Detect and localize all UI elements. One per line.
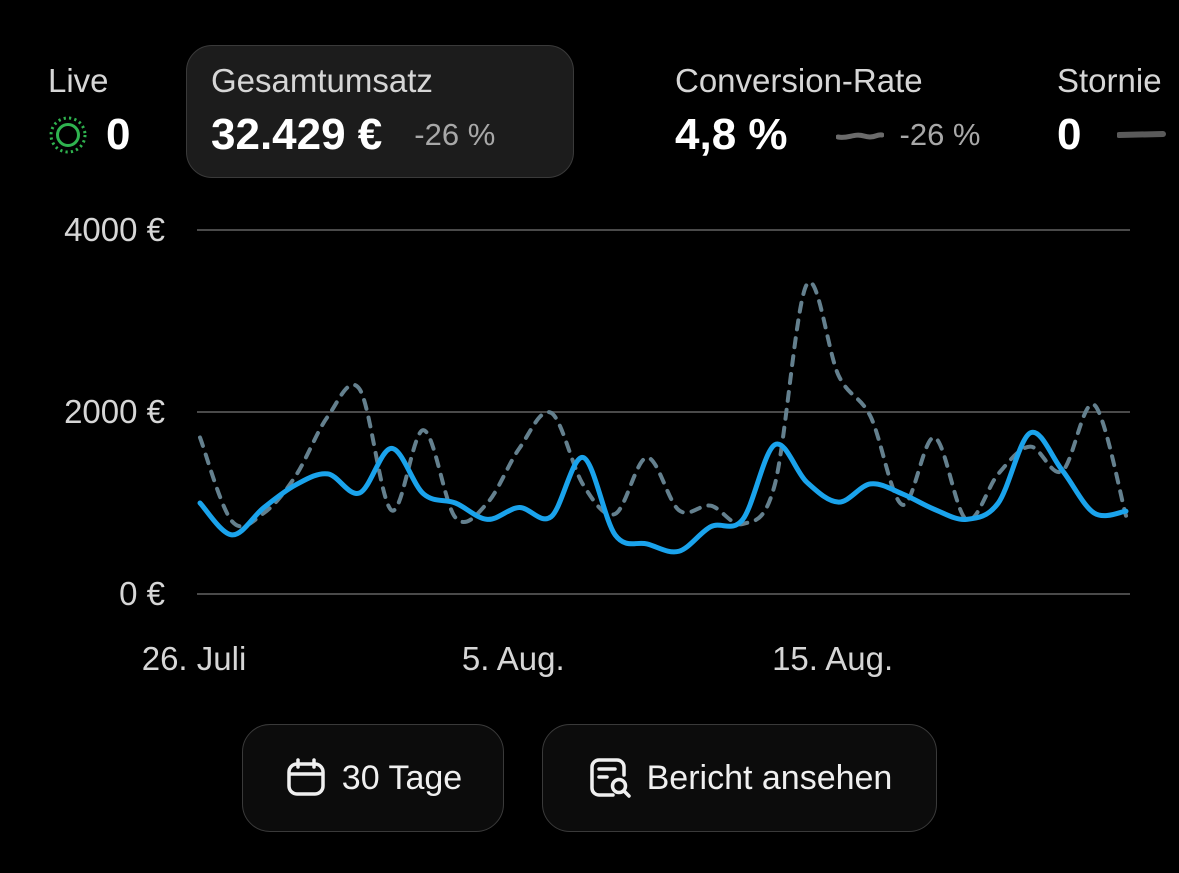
cancellations-value: 0 <box>1057 110 1082 159</box>
revenue-chart: 4000 € 2000 € 0 € 26. Juli 5. Aug. 15. Aug. <box>64 211 1130 677</box>
view-report-button[interactable]: Bericht ansehen <box>542 724 937 832</box>
live-label: Live <box>48 62 109 99</box>
report-search-icon <box>589 758 631 798</box>
live-value: 0 <box>106 110 131 159</box>
revenue-delta: -26 % <box>414 117 496 152</box>
conversion-sparkline-icon <box>835 132 884 140</box>
range-button[interactable]: 30 Tage <box>242 724 504 832</box>
range-button-label: 30 Tage <box>341 758 463 797</box>
y-tick-label: 0 € <box>119 575 165 612</box>
live-pulse-icon <box>49 116 87 154</box>
cancellations-sparkline-icon <box>1117 131 1167 138</box>
conversion-metric[interactable]: Conversion-Rate 4,8 % -26 % <box>675 62 981 160</box>
x-tick-label: 5. Aug. <box>462 640 565 677</box>
conversion-label: Conversion-Rate <box>675 62 923 99</box>
y-tick-label: 2000 € <box>64 393 165 430</box>
y-tick-label: 4000 € <box>64 211 165 248</box>
x-tick-label: 26. Juli <box>142 640 247 677</box>
revenue-metric-card[interactable] <box>186 45 574 178</box>
x-tick-label: 15. Aug. <box>772 640 893 677</box>
conversion-delta: -26 % <box>899 117 981 152</box>
view-report-button-label: Bericht ansehen <box>646 758 893 797</box>
revenue-value: 32.429 € <box>211 110 383 159</box>
cancellations-label: Stornie <box>1057 62 1162 99</box>
revenue-metric[interactable]: Gesamtumsatz 32.429 € -26 % <box>211 62 495 160</box>
conversion-value: 4,8 % <box>675 110 788 159</box>
live-metric[interactable]: Live 0 <box>48 62 130 160</box>
calendar-icon <box>287 758 325 796</box>
series-line-previous-period <box>198 280 1128 529</box>
cancellations-metric[interactable]: Stornie 0 <box>1057 62 1167 160</box>
series-line-current-period <box>197 429 1129 555</box>
revenue-label: Gesamtumsatz <box>211 62 433 99</box>
